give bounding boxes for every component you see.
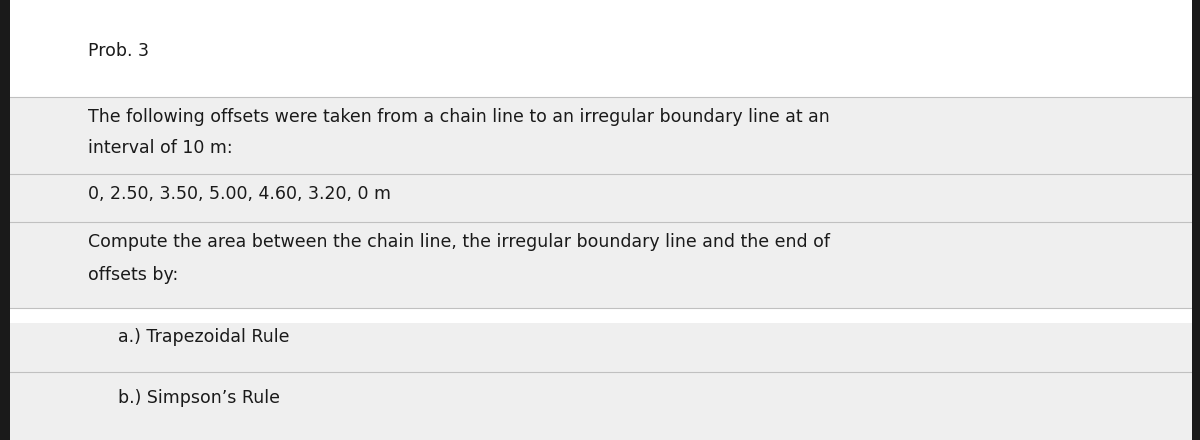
Bar (10, 308, 1192, 440)
Bar (1192, 0, 1200, 440)
Bar (10, 0, 1192, 97)
Bar (10, 323, 1192, 440)
Bar (0, 0, 10, 440)
Text: Compute the area between the chain line, the irregular boundary line and the end: Compute the area between the chain line,… (88, 233, 829, 251)
Text: b.) Simpson’s Rule: b.) Simpson’s Rule (118, 389, 280, 407)
Bar (10, 97, 1192, 308)
Text: The following offsets were taken from a chain line to an irregular boundary line: The following offsets were taken from a … (88, 108, 829, 126)
Text: Prob. 3: Prob. 3 (88, 42, 149, 60)
Text: offsets by:: offsets by: (88, 266, 178, 284)
Text: a.) Trapezoidal Rule: a.) Trapezoidal Rule (118, 328, 289, 346)
Text: 0, 2.50, 3.50, 5.00, 4.60, 3.20, 0 m: 0, 2.50, 3.50, 5.00, 4.60, 3.20, 0 m (88, 185, 391, 203)
Text: interval of 10 m:: interval of 10 m: (88, 139, 233, 157)
